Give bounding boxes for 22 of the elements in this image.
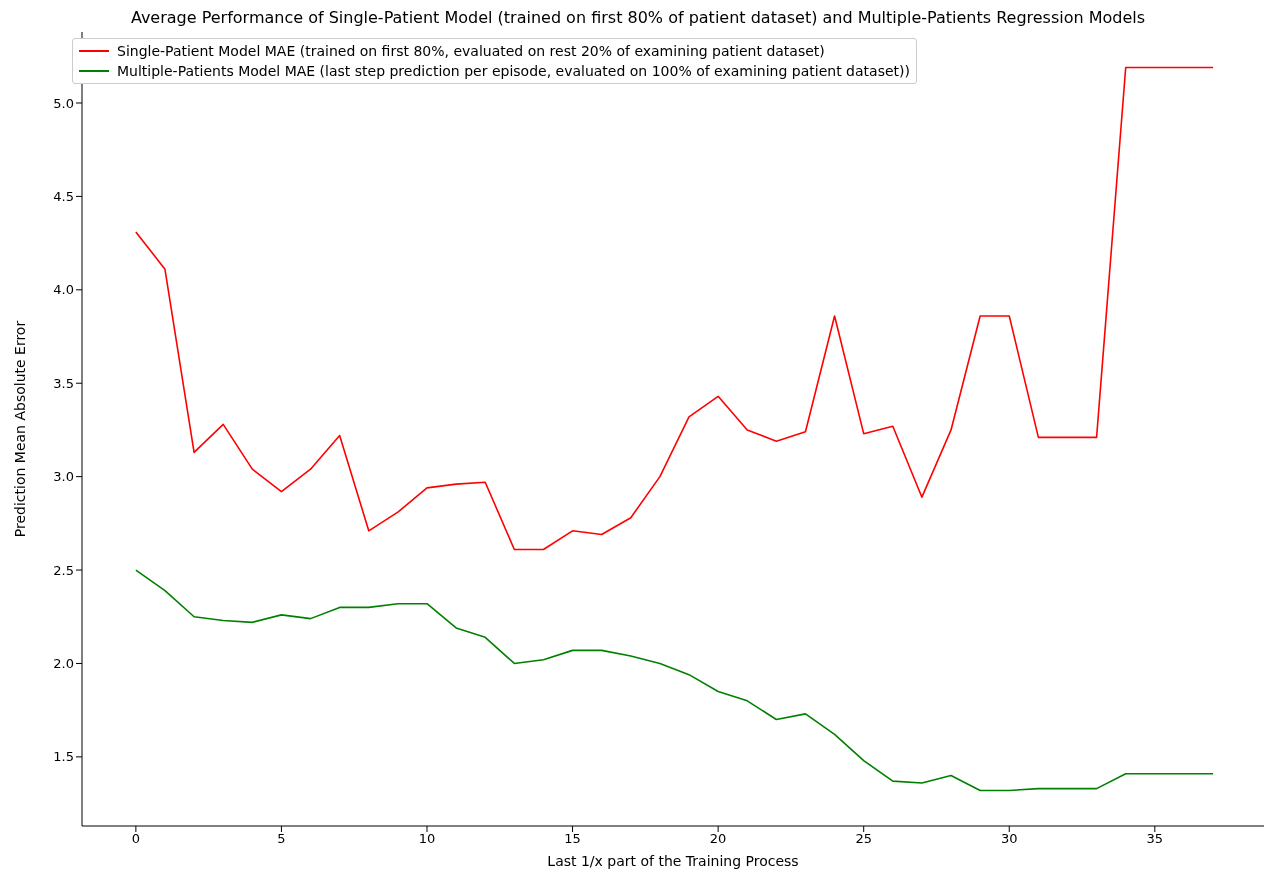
y-tick-label: 1.5 — [53, 749, 74, 765]
x-tick-label: 25 — [855, 831, 872, 847]
y-tick-label: 3.5 — [53, 375, 74, 391]
legend-label: Multiple-Patients Model MAE (last step prediction per episode, evaluated on 100% of examining patient dataset)) — [117, 62, 910, 81]
x-tick-label: 30 — [1000, 831, 1018, 847]
x-tick-label: 20 — [709, 831, 727, 847]
y-tick-label: 3.0 — [53, 469, 74, 485]
y-tick-label: 5.0 — [53, 95, 74, 111]
x-tick-label: 15 — [564, 831, 581, 847]
line-series — [135, 569, 1214, 792]
x-tick-label: 35 — [1146, 831, 1164, 847]
x-axis-title: Last 1/x part of the Training Process — [547, 853, 799, 869]
y-tick-label: 4.0 — [53, 282, 74, 298]
legend-label: Single-Patient Model MAE (trained on first 80%, evaluated on rest 20% of examining patient dataset) — [117, 42, 825, 61]
x-tick-label: 10 — [418, 831, 436, 847]
x-tick-label: 5 — [277, 831, 286, 847]
x-tick-label: 0 — [131, 831, 140, 847]
chart-title: Average Performance of Single-Patient Model (trained on first 80% of patient dataset) and Multiple-Patients Regression Models — [129, 8, 1147, 29]
y-tick-label: 4.5 — [53, 189, 74, 205]
y-tick-label: 2.0 — [53, 656, 74, 672]
y-axis-title: Prediction Mean Absolute Error — [11, 320, 28, 538]
y-tick-label: 2.5 — [53, 562, 74, 578]
